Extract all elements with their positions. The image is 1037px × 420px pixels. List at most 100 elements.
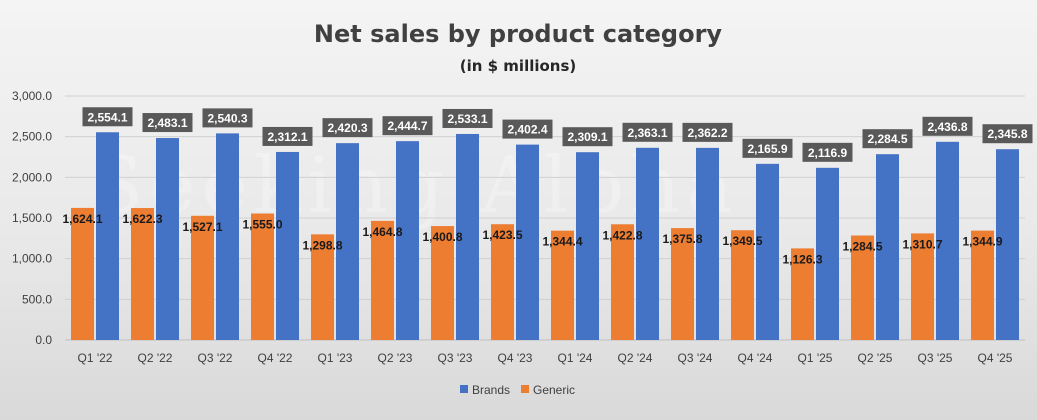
x-tick-label: Q4 '25 (978, 351, 1013, 365)
x-tick-label: Q4 '23 (498, 351, 533, 365)
data-label-brands: 2,363.1 (627, 126, 667, 140)
data-label-brands-box (262, 126, 313, 146)
bar-brands (696, 147, 719, 340)
data-label-brands-box (382, 116, 433, 136)
x-tick-label: Q4 '22 (258, 351, 293, 365)
data-label-brands-box (82, 107, 133, 127)
data-label-brands-box (142, 113, 193, 133)
data-label-generic: 1,298.8 (302, 238, 342, 252)
bar-generic (851, 235, 874, 340)
data-label-brands: 2,554.1 (87, 110, 127, 124)
bar-brands (576, 152, 599, 340)
bar-generic (371, 220, 394, 340)
x-tick-label: Q4 '24 (738, 351, 773, 365)
x-tick-label: Q3 '25 (918, 351, 953, 365)
bar-generic (431, 226, 454, 340)
bar-generic (71, 207, 94, 340)
legend: Brands Generic (460, 383, 575, 397)
legend-item-generic-swatch (521, 385, 529, 393)
data-label-generic: 1,344.4 (542, 235, 582, 249)
bar-brands (936, 141, 959, 340)
data-label-brands-box (622, 122, 673, 142)
legend-item-brands: Brands (472, 383, 510, 397)
data-label-generic: 1,622.3 (122, 212, 162, 226)
bar-brands (876, 154, 899, 340)
bar-generic (731, 230, 754, 340)
data-label-brands: 2,540.3 (207, 111, 247, 125)
chart-subtitle: (in $ millions) (460, 57, 577, 75)
data-label-brands-box (742, 138, 793, 158)
bar-brands (396, 141, 419, 340)
data-label-generic: 1,422.8 (602, 228, 642, 242)
x-tick-label: Q2 '23 (378, 351, 413, 365)
x-tick-label: Q1 '24 (558, 351, 593, 365)
data-label-brands: 2,312.1 (267, 130, 307, 144)
x-tick-label: Q2 '22 (138, 351, 173, 365)
bar-generic (251, 213, 274, 340)
data-label-generic: 1,527.1 (182, 220, 222, 234)
data-label-brands: 2,436.8 (927, 120, 967, 134)
data-label-brands: 2,309.1 (567, 130, 607, 144)
data-label-brands-box (862, 129, 913, 149)
x-tick-label: Q1 '22 (78, 351, 113, 365)
x-tick-label: Q3 '22 (198, 351, 233, 365)
x-tick-label: Q3 '24 (678, 351, 713, 365)
bar-generic (971, 230, 994, 340)
data-label-brands: 2,284.5 (867, 132, 907, 146)
data-label-brands-box (802, 142, 853, 162)
data-label-brands-box (202, 108, 253, 128)
data-label-brands-box (922, 116, 973, 136)
bar-generic (671, 228, 694, 340)
bar-brands (816, 167, 839, 340)
y-tick-label: 0.0 (35, 333, 52, 347)
data-label-generic: 1,126.3 (782, 252, 822, 266)
y-tick-label: 1,500.0 (12, 211, 52, 225)
data-label-generic: 1,423.5 (482, 228, 522, 242)
bar-generic (611, 224, 634, 340)
bar-generic (191, 215, 214, 340)
data-label-brands: 2,402.4 (507, 123, 547, 137)
data-label-brands-box (682, 122, 733, 142)
data-label-brands: 2,362.2 (687, 126, 727, 140)
bar-brands (756, 163, 779, 340)
chart-title: Net sales by product category (314, 20, 722, 48)
data-label-generic: 1,344.9 (962, 235, 1002, 249)
data-label-brands: 2,483.1 (147, 116, 187, 130)
bar-generic (551, 230, 574, 340)
data-label-brands: 2,533.1 (447, 112, 487, 126)
y-tick-label: 2,500.0 (12, 130, 52, 144)
legend-item-brands-swatch (460, 385, 468, 393)
x-tick-label: Q2 '24 (618, 351, 653, 365)
data-label-generic: 1,464.8 (362, 225, 402, 239)
data-label-generic: 1,624.1 (62, 212, 102, 226)
y-tick-label: 3,000.0 (12, 89, 52, 103)
data-label-brands: 2,165.9 (747, 142, 787, 156)
data-label-generic: 1,375.8 (662, 232, 702, 246)
data-label-brands-box (982, 124, 1033, 144)
data-label-generic: 1,310.7 (902, 237, 942, 251)
data-label-brands: 2,345.8 (987, 127, 1027, 141)
bar-brands (276, 151, 299, 340)
data-label-generic: 1,555.0 (242, 218, 282, 232)
data-label-generic: 1,400.8 (422, 230, 462, 244)
data-label-brands: 2,444.7 (387, 119, 427, 133)
bar-brands (516, 144, 539, 340)
bar-brands (216, 133, 239, 340)
bar-generic (131, 208, 154, 340)
bar-generic (911, 233, 934, 340)
x-tick-label: Q1 '23 (318, 351, 353, 365)
data-label-brands-box (442, 108, 493, 128)
data-label-generic: 1,284.5 (842, 240, 882, 254)
y-tick-label: 2,000.0 (12, 170, 52, 184)
bar-generic (791, 248, 814, 340)
bar-brands (996, 149, 1019, 340)
data-label-generic: 1,349.5 (722, 234, 762, 248)
data-label-brands-box (502, 119, 553, 139)
bar-generic (491, 224, 514, 340)
x-tick-label: Q1 '25 (798, 351, 833, 365)
y-tick-label: 500.0 (22, 292, 52, 306)
bar-brands (636, 147, 659, 340)
x-tick-label: Q2 '25 (858, 351, 893, 365)
